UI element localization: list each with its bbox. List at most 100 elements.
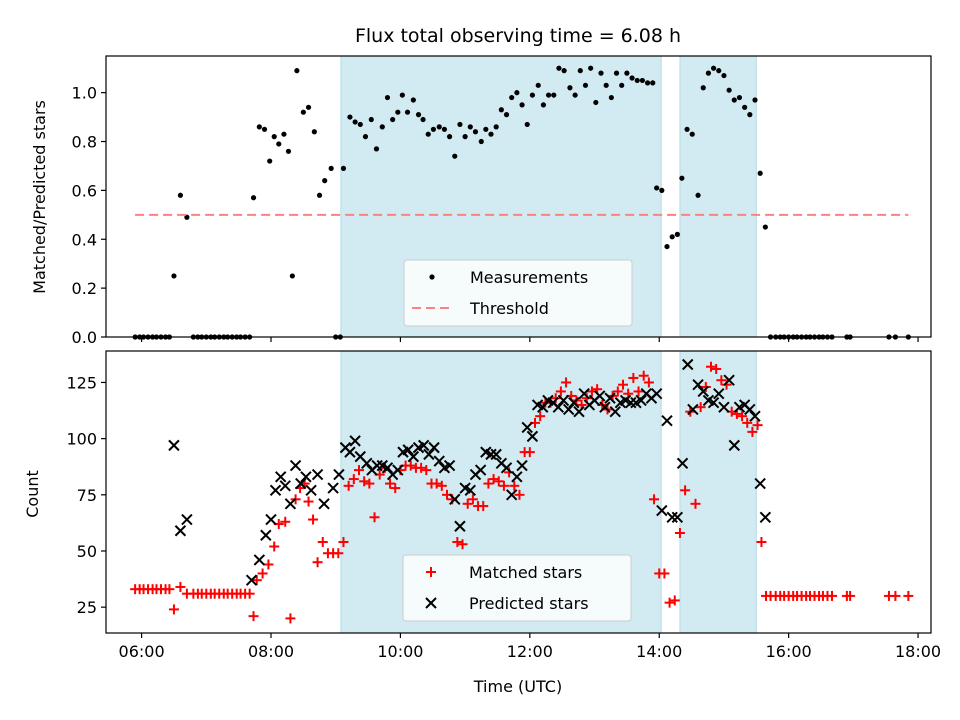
- top-y-tick-label: 1.0: [72, 84, 97, 103]
- x-stroke-b: [692, 378, 704, 391]
- measurement-point: [545, 92, 552, 98]
- matched-star-point: [561, 377, 572, 388]
- predicted-star-point: [349, 435, 361, 447]
- matched-star-point: [903, 590, 914, 601]
- predicted-star-point: [344, 446, 356, 458]
- measurement-point: [362, 134, 369, 140]
- x-stroke-b: [557, 394, 570, 407]
- measurement-point: [250, 195, 257, 201]
- measurement-point: [556, 65, 562, 71]
- predicted-star-point: [681, 358, 694, 371]
- measurement-point: [267, 158, 273, 164]
- measurement-point: [452, 153, 458, 159]
- x-stroke-b: [333, 468, 345, 481]
- measurement-point: [289, 273, 295, 279]
- matched-star-point: [612, 386, 623, 397]
- predicted-star-point: [381, 462, 394, 474]
- measurement-point: [674, 231, 680, 237]
- predicted-star-point: [526, 430, 539, 443]
- x-stroke-b: [707, 396, 720, 409]
- x-stroke-b: [526, 430, 539, 443]
- measurement-point: [710, 65, 717, 71]
- measurement-point: [373, 146, 380, 152]
- matched-star-point: [664, 597, 675, 608]
- measurement-point: [695, 192, 701, 198]
- matched-star-point: [674, 528, 685, 539]
- x-stroke-b: [260, 529, 272, 541]
- predicted-star-point: [728, 439, 741, 452]
- measurement-point: [747, 112, 753, 118]
- x-stroke-b: [552, 401, 565, 413]
- predicted-star-point: [265, 513, 277, 526]
- x-stroke-b: [265, 513, 277, 526]
- matched-star-point: [827, 590, 837, 601]
- predicted-star-point: [718, 401, 730, 413]
- measurement-point: [757, 170, 763, 176]
- predicted-star-point: [318, 498, 330, 510]
- matched-star-point: [405, 460, 416, 471]
- predicted-star-point: [181, 513, 193, 526]
- measurement-point: [281, 131, 287, 137]
- matched-star-point: [248, 611, 259, 622]
- matched-star-point: [680, 485, 691, 496]
- measurement-point: [478, 138, 484, 145]
- matched-star-point: [244, 588, 255, 599]
- bottom-y-tick-label: 125: [66, 373, 97, 392]
- matched-star-point: [721, 379, 732, 390]
- measurement-point: [285, 148, 292, 154]
- x-stroke-b: [681, 358, 694, 371]
- measurement-point: [762, 224, 768, 230]
- matched-star-point: [493, 476, 504, 487]
- top-y-axis-title: Matched/Predicted stars: [30, 100, 49, 294]
- predicted-star-point: [327, 482, 339, 494]
- x-stroke-b: [656, 504, 668, 517]
- matched-star-point: [845, 590, 856, 601]
- matched-star-point: [638, 370, 649, 381]
- matched-star-point: [488, 474, 499, 485]
- measurement-point: [177, 192, 184, 198]
- x-stroke-b: [181, 513, 193, 526]
- measurement-point: [644, 80, 651, 86]
- measurement-point: [462, 134, 468, 140]
- predicted-star-point: [661, 414, 673, 427]
- measurement-point: [399, 92, 405, 98]
- x-stroke-b: [402, 444, 414, 456]
- predicted-star-point: [568, 396, 580, 409]
- legend-box: [402, 554, 632, 622]
- measurement-point: [524, 121, 530, 128]
- legend-box: [403, 259, 633, 327]
- x-stroke-b: [480, 446, 492, 458]
- x-stroke-b: [474, 464, 487, 476]
- measurement-point: [436, 124, 442, 130]
- matched-star-point: [711, 363, 722, 374]
- measurement-point: [467, 124, 473, 130]
- measurement-point: [261, 126, 268, 132]
- bottom-y-axis-title: Count: [23, 470, 42, 518]
- predicted-star-point: [671, 511, 684, 523]
- measurement-point: [731, 97, 737, 103]
- measurement-point: [305, 104, 312, 110]
- measurement-point: [322, 178, 328, 184]
- measurement-point: [572, 92, 578, 98]
- x-stroke-b: [284, 498, 297, 510]
- measurement-point: [535, 82, 541, 88]
- x-stroke-b: [459, 482, 471, 494]
- legend-label: Measurements: [470, 268, 588, 287]
- x-stroke-b: [697, 385, 709, 398]
- x-stroke-b: [245, 574, 258, 586]
- matched-star-point: [436, 480, 447, 491]
- x-stroke-b: [568, 396, 580, 409]
- matched-star-point: [649, 494, 660, 505]
- measurement-point: [613, 70, 620, 76]
- matched-star-point: [280, 516, 291, 527]
- measurement-point: [529, 92, 536, 98]
- matched-star-point: [756, 536, 767, 547]
- measurement-point: [736, 94, 743, 101]
- x-stroke-b: [754, 477, 766, 490]
- measurement-point: [441, 126, 448, 132]
- bottom-panel: 25 50 75 100 125 06:00 08:00 10:00 12:00 14:00 16:…: [66, 350, 941, 661]
- x-stroke-b: [376, 459, 389, 472]
- top-y-tick-label: 0.0: [72, 328, 97, 347]
- measurement-point: [503, 112, 510, 118]
